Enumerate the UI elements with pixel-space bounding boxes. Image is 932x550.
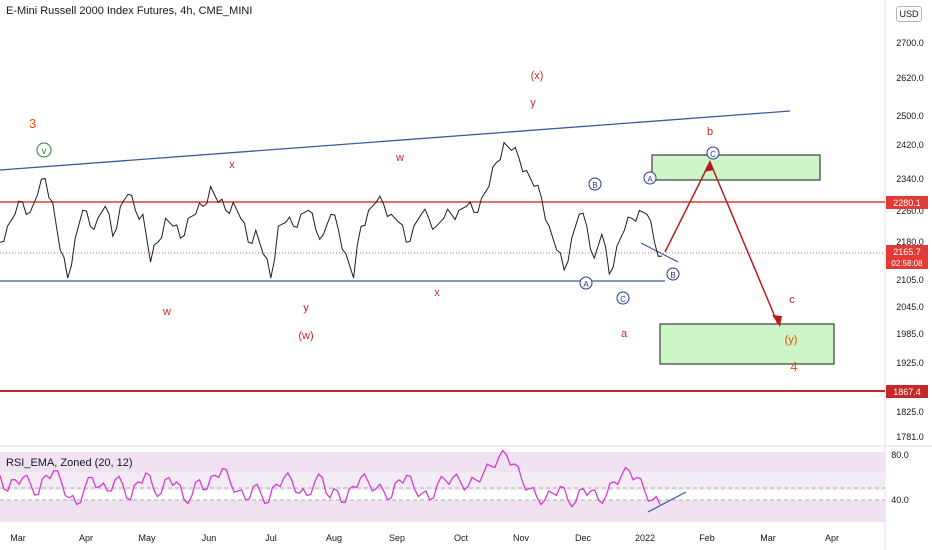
arrow-head-up-icon [704,160,714,172]
circle-c1 [616,291,630,305]
circle-a1 [579,276,593,290]
circ-label-b1: B [592,181,597,190]
y-tick-label: 2180.0 [896,237,924,247]
current-price-label: 2165.7 [893,247,921,257]
rsi-tick-label: 40.0 [891,495,909,505]
x-tick-label: Dec [575,533,592,543]
circ-label-b2: B [670,271,675,280]
y-tick-label: 2500.0 [896,111,924,121]
circle-b2 [666,267,680,281]
x-tick-label: Feb [699,533,715,543]
x-tick-label: Aug [326,533,342,543]
y-tick-label: 1925.0 [896,358,924,368]
support-label: 1867.4 [893,387,921,397]
x-tick-label: Apr [825,533,839,543]
countdown-label: 02:58:08 [891,259,923,268]
circ-label-c1: C [620,295,626,304]
projection-up[interactable] [664,161,711,253]
wave-label-w-paren: (w) [298,330,313,342]
rsi-series-line [0,449,661,508]
wave-label-x2: x [434,287,440,299]
chart-title: E-Mini Russell 2000 Index Futures, 4h, C… [6,5,253,17]
rsi-title: RSI_EMA, Zoned (20, 12) [6,457,133,469]
x-axis: Mar Apr May Jun Jul Aug Sep Oct Nov Dec 2022 Feb Mar… [10,533,839,543]
wave-label-y1: y [530,97,536,109]
circle-a2 [643,171,657,185]
y-tick-label: 2260.0 [896,206,924,216]
y-tick-label: 2620.0 [896,73,924,83]
rsi-mid-zone [0,472,885,490]
y-tick-label: 2045.0 [896,302,924,312]
wave-label-w1: w [395,152,404,164]
x-tick-label: Jul [265,533,277,543]
y-tick-label: 2105.0 [896,275,924,285]
y-tick-label: 2340.0 [896,174,924,184]
circ-label-c2: C [710,150,716,159]
x-tick-label: Sep [389,533,405,543]
wave-label-y-paren: (y) [785,334,798,346]
currency-button[interactable]: USD [896,6,922,22]
x-tick-label: Mar [760,533,776,543]
circle-c2 [706,146,720,160]
current-price-tag [886,245,928,269]
projection-down[interactable] [709,161,779,325]
price-series-line [0,141,663,279]
x-tick-label: May [138,533,156,543]
price-pane [0,0,885,446]
wave-label-xr1: (x) [531,70,544,82]
wave-v-circle [36,142,52,158]
x-tick-label: Jun [202,533,217,543]
x-tick-label: Nov [513,533,530,543]
rsi-tick-label: 80.0 [891,450,909,460]
circ-label-a1: A [583,280,589,289]
target-zone-upper[interactable] [651,154,821,181]
wave-label-v: v [42,146,47,157]
x-tick-label: Oct [454,533,469,543]
upper-trendline[interactable] [0,110,791,171]
y-axis: 2700.0 2620.0 2500.0 2420.0 2340.0 2260.0 2180… [891,38,924,505]
wave-label-w2: w [162,306,171,318]
target-zone-lower[interactable] [659,323,835,365]
rsi-trendline[interactable] [647,491,687,513]
x-tick-label: 2022 [635,533,655,543]
y-tick-label: 2700.0 [896,38,924,48]
circ-label-a2: A [647,175,653,184]
support-tag [886,385,928,398]
circle-b1 [588,177,602,191]
wave-label-x1: x [229,159,235,171]
wave-label-y2: y [303,302,309,314]
small-trendline[interactable] [640,242,679,263]
y-tick-label: 1781.0 [896,432,924,442]
wave-label-4: 4 [790,359,797,374]
level-red-label: 2280.1 [893,198,921,208]
wave-label-c: c [789,294,795,306]
level-red-tag [886,196,928,209]
wave-label-3: 3 [29,116,36,131]
rsi-lower-zone [0,500,885,522]
wave-label-a: a [621,328,628,340]
y-tick-label: 2420.0 [896,140,924,150]
y-tick-label: 1985.0 [896,329,924,339]
wave-label-b: b [707,126,713,138]
y-tick-label: 1825.0 [896,407,924,417]
x-tick-label: Mar [10,533,26,543]
rsi-upper-zone [0,452,885,472]
arrow-head-down-icon [772,315,782,327]
x-tick-label: Apr [79,533,93,543]
